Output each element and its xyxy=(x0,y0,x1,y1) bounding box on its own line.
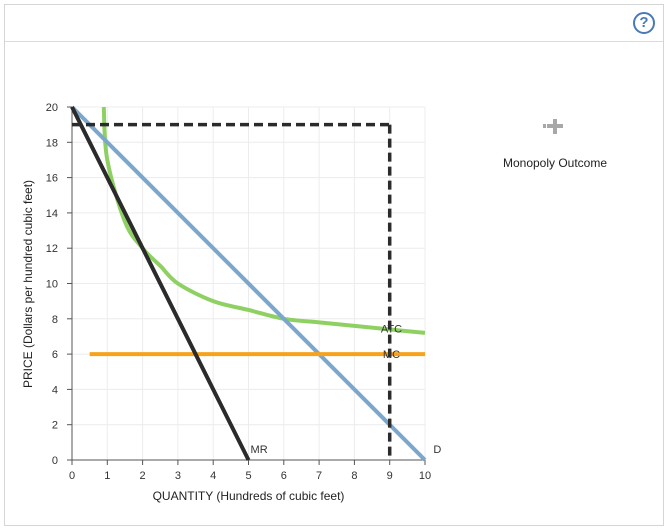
y-tick-label: 12 xyxy=(46,243,58,255)
y-tick-label: 4 xyxy=(52,384,58,396)
panel-header: ? xyxy=(5,5,663,42)
x-axis-label: QUANTITY (Hundreds of cubic feet) xyxy=(153,489,345,503)
monopoly-outcome-label: Monopoly Outcome xyxy=(502,156,608,170)
y-tick-label: 8 xyxy=(52,314,58,326)
x-tick-label: 2 xyxy=(140,470,146,482)
x-tick-label: 0 xyxy=(69,470,75,482)
y-tick-label: 14 xyxy=(46,208,58,220)
y-tick-label: 18 xyxy=(46,137,58,149)
curve-atc[interactable] xyxy=(101,106,426,335)
x-tick-label: 10 xyxy=(419,470,431,482)
curve-label-mr: MR xyxy=(251,444,268,456)
y-tick-label: 20 xyxy=(46,102,58,114)
x-tick-label: 8 xyxy=(351,470,357,482)
x-tick-label: 9 xyxy=(387,470,393,482)
x-tick-label: 1 xyxy=(104,470,110,482)
y-tick-label: 16 xyxy=(46,173,58,185)
help-icon[interactable]: ? xyxy=(633,12,655,34)
curve-label-d: D xyxy=(433,444,441,456)
x-tick-label: 3 xyxy=(175,470,181,482)
curve-d[interactable] xyxy=(70,105,427,462)
y-tick-label: 2 xyxy=(52,420,58,432)
x-tick-label: 7 xyxy=(316,470,322,482)
curve-label-mc: MC xyxy=(383,349,400,361)
curve-label-atc: ATC xyxy=(381,324,402,336)
curve-mr[interactable] xyxy=(70,106,251,461)
y-axis-label: PRICE (Dollars per hundred cubic feet) xyxy=(21,179,35,389)
x-tick-label: 4 xyxy=(210,470,216,482)
y-tick-label: 0 xyxy=(52,455,58,467)
y-tick-label: 6 xyxy=(52,349,58,361)
monopoly-outcome-tool[interactable]: Monopoly Outcome xyxy=(490,116,620,170)
x-tick-label: 6 xyxy=(281,470,287,482)
x-tick-label: 5 xyxy=(245,470,251,482)
y-tick-label: 10 xyxy=(46,279,58,291)
crosshair-move-icon[interactable] xyxy=(542,116,568,136)
